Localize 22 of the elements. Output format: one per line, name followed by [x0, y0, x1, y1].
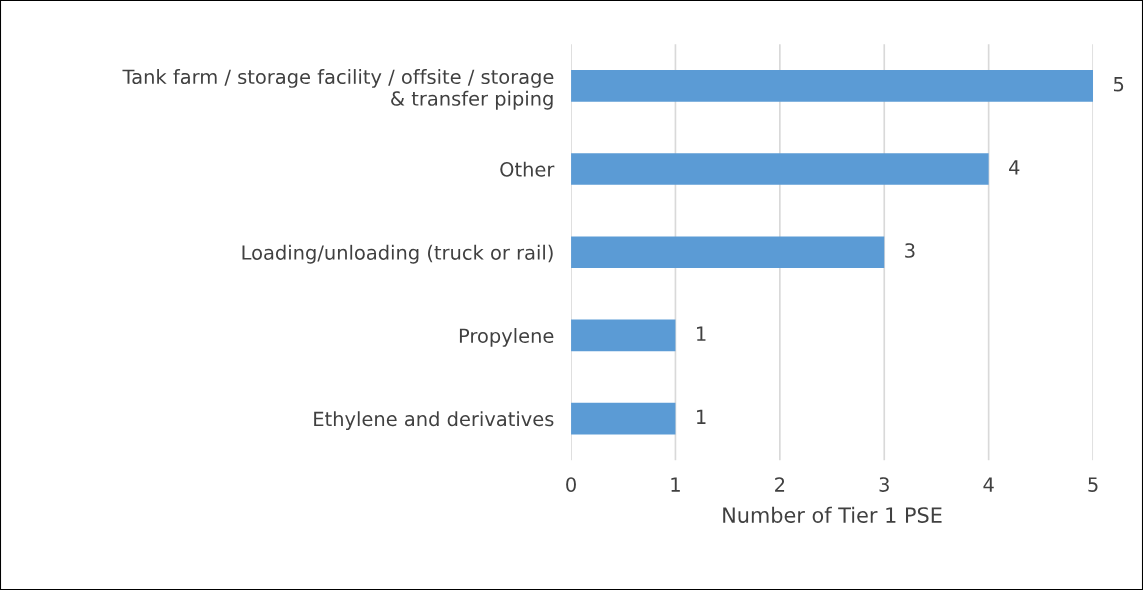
bar	[571, 402, 676, 435]
y-tick-label: Tank farm / storage facility / offsite / storage & transfer piping	[122, 69, 554, 110]
x-tick-label: 3	[879, 477, 889, 492]
x-tick-label: 1	[671, 477, 680, 492]
data-label: 1	[697, 326, 706, 341]
data-label: 4	[1009, 160, 1020, 175]
y-tick-label: Propylene	[459, 328, 554, 347]
x-tick-label: 5	[1088, 477, 1098, 492]
x-tick-label: 2	[775, 477, 785, 492]
x-axis-title: Number of Tier 1 PSE	[723, 506, 942, 523]
data-label: 5	[1114, 77, 1124, 92]
data-label: 1	[697, 409, 706, 424]
bar	[571, 153, 989, 185]
y-tick-label: Loading/unloading (truck or rail)	[242, 244, 553, 264]
bar	[571, 70, 1094, 102]
data-label: 3	[905, 243, 915, 258]
x-tick-label: 4	[983, 477, 994, 492]
x-tick-label: 0	[566, 477, 576, 492]
bar	[571, 319, 676, 352]
bar	[571, 236, 885, 269]
y-tick-label: Other	[500, 161, 555, 177]
y-tick-label: Ethylene and derivatives	[314, 411, 554, 431]
